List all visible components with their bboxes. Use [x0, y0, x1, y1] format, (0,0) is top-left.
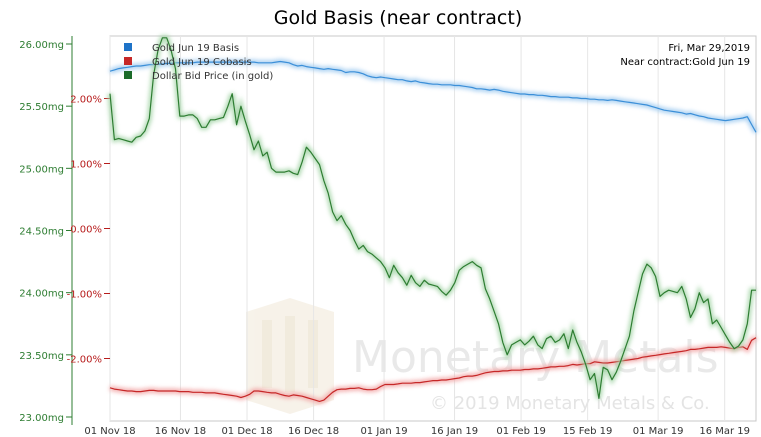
right-tick-label: -1.00% [67, 290, 102, 301]
info-contract: Near contract:Gold Jun 19 [620, 57, 750, 68]
legend-swatch-cobasis [124, 57, 132, 65]
x-tick-label: 01 Feb 19 [496, 426, 546, 437]
legend-label-dollar: Dollar Bid Price (in gold) [152, 71, 273, 82]
series-dollar-line [109, 37, 756, 399]
left-tick-label: 25.50mg [19, 102, 64, 113]
left-tick-label: 24.00mg [19, 289, 64, 300]
x-tick-label: 01 Mar 19 [633, 426, 684, 437]
series-cobasis-line [109, 337, 757, 402]
legend: Gold Jun 19 Basis Gold Jun 19 Cobasis Do… [124, 43, 273, 82]
x-tick-label: 15 Feb 19 [563, 426, 613, 437]
right-tick-label: 2.00% [70, 95, 102, 106]
legend-swatch-dollar [124, 71, 132, 79]
x-tick-label: 01 Dec 18 [221, 426, 272, 437]
legend-label-basis: Gold Jun 19 Basis [152, 43, 239, 54]
x-axis: 01 Nov 18 16 Nov 18 01 Dec 18 16 Dec 18 01 J… [84, 426, 750, 437]
x-tick-label: 16 Jan 19 [431, 426, 478, 437]
right-tick-label: 1.00% [70, 160, 102, 171]
x-tick-label: 01 Jan 19 [360, 426, 407, 437]
x-tick-label: 16 Mar 19 [699, 426, 750, 437]
legend-swatch-basis [124, 43, 132, 51]
left-tick-label: 24.50mg [19, 227, 64, 238]
x-tick-label: 16 Dec 18 [288, 426, 339, 437]
x-tick-label: 16 Nov 18 [155, 426, 206, 437]
right-tick-label: -2.00% [67, 355, 102, 366]
chart-title: Gold Basis (near contract) [274, 7, 522, 29]
info-date: Fri, Mar 29,2019 [668, 43, 750, 54]
x-tick-label: 01 Nov 18 [84, 426, 135, 437]
right-axis: -2.00% -1.00% 0.00% 1.00% 2.00% [67, 95, 110, 366]
series-layer [107, 35, 759, 405]
left-tick-label: 25.00mg [19, 164, 64, 175]
left-tick-label: 23.50mg [19, 351, 64, 362]
watermark-logo-icon [246, 298, 334, 414]
legend-label-cobasis: Gold Jun 19 Cobasis [152, 57, 252, 68]
right-tick-label: 0.00% [70, 225, 102, 236]
left-axis: 23.00mg 23.50mg 24.00mg 24.50mg 25.00mg 25.50… [19, 36, 73, 425]
copyright-text: © 2019 Monetary Metals & Co. [430, 393, 710, 414]
left-tick-label: 23.00mg [19, 413, 64, 424]
series-basis-line [109, 60, 757, 133]
left-tick-label: 26.00mg [19, 40, 64, 51]
